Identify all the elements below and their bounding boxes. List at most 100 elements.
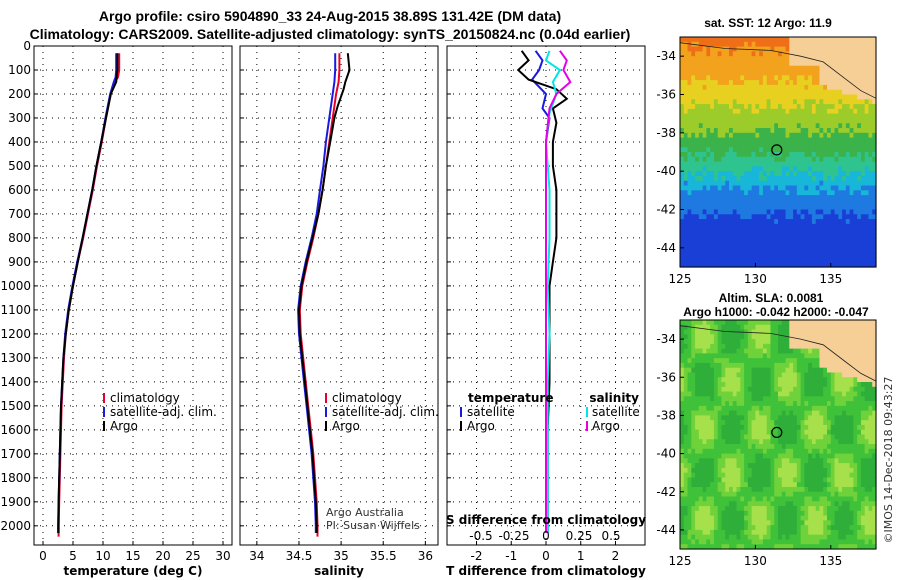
sst-cell [793,41,798,48]
sla-cell [808,386,813,393]
sla-cell [695,510,700,517]
sla-cell [830,410,836,417]
sst-cell [725,80,730,86]
sla-cell [770,396,775,402]
sst-cell [796,94,802,100]
sst-cell [800,219,805,225]
sst-cell [781,37,787,43]
sst-cell [683,257,689,263]
sst-cell [800,41,805,48]
sst-cell [755,65,760,72]
sla-cell [830,377,836,383]
sst-cell [811,147,817,153]
sla-cell [823,415,828,421]
sst-cell [736,56,741,62]
sla-cell [781,334,787,340]
sst-cell [687,99,692,105]
sla-cell [796,486,802,493]
sst-cell [698,80,704,86]
sst-cell [819,108,824,115]
sla-cell [793,420,798,426]
depth-tick-label: 1400 [0,375,31,389]
sla-cell [729,334,734,340]
sst-cell [710,233,715,239]
sst-cell [759,147,764,153]
sst-cell [744,247,749,254]
sst-cell [819,175,824,182]
sla-cell [830,367,836,374]
sst-cell [713,175,719,182]
sla-cell [781,362,787,369]
sst-cell [872,75,877,81]
sst-cell [770,252,775,259]
sst-cell [770,113,775,120]
sst-cell [747,80,753,86]
sst-cell [744,262,749,268]
sla-cell [740,501,745,507]
sst-cell [819,190,824,196]
sst-cell [687,80,692,86]
sst-cell [800,128,805,134]
sst-cell [849,171,854,177]
sla-cell [732,386,738,393]
sla-cell [747,362,753,369]
sla-cell [860,458,866,464]
sla-cell [793,353,798,359]
sla-cell [687,463,692,469]
sst-cell [842,70,847,76]
sst-cell [736,113,741,120]
sst-cell [695,123,700,129]
sst-cell [789,190,794,196]
sst-cell [804,199,809,206]
sst-cell [736,252,741,259]
sst-cell [744,166,749,172]
sla-cell [695,362,700,369]
sst-cell [842,243,847,249]
sst-cell [755,51,760,57]
sla-cell [781,377,787,383]
sst-cell [830,113,836,120]
sla-cell [838,506,843,512]
sst-cell [766,204,772,211]
sst-cell [702,247,707,254]
sst-cell [811,70,817,76]
sla-cell [736,324,741,331]
sst-cell [778,60,783,67]
sst-cell [691,223,696,230]
sla-cell [762,329,768,335]
sla-cell [864,453,870,459]
sst-cell [842,156,847,163]
sla-cell [838,386,843,393]
sst-cell [702,223,707,230]
sla-cell [819,348,824,354]
sst-cell [872,223,877,230]
sla-cell [853,482,858,488]
sla-cell [860,467,866,474]
sla-cell [725,491,730,498]
sst-cell [868,65,873,72]
sst-cell [845,156,851,163]
sst-cell [717,161,723,167]
sla-cell [755,320,760,326]
sla-cell [781,320,787,326]
sla-cell [853,372,858,378]
sst-cell [740,123,745,129]
sla-cell [762,391,768,397]
sla-cell [860,472,866,479]
sst-cell [796,37,802,43]
sst-cell [680,75,685,81]
sst-cell [725,84,730,91]
sst-cell [759,247,764,254]
sla-cell [815,362,821,369]
sst-cell [834,137,839,144]
sla-cell [710,467,715,474]
sst-cell [710,56,715,62]
sla-cell [710,358,715,364]
sla-cell [808,367,813,374]
sst-cell [819,252,824,259]
sla-cell [819,367,824,374]
sla-cell [774,510,779,517]
sla-cell [687,448,692,455]
sla-cell [834,358,839,364]
sla-cell [744,320,749,326]
